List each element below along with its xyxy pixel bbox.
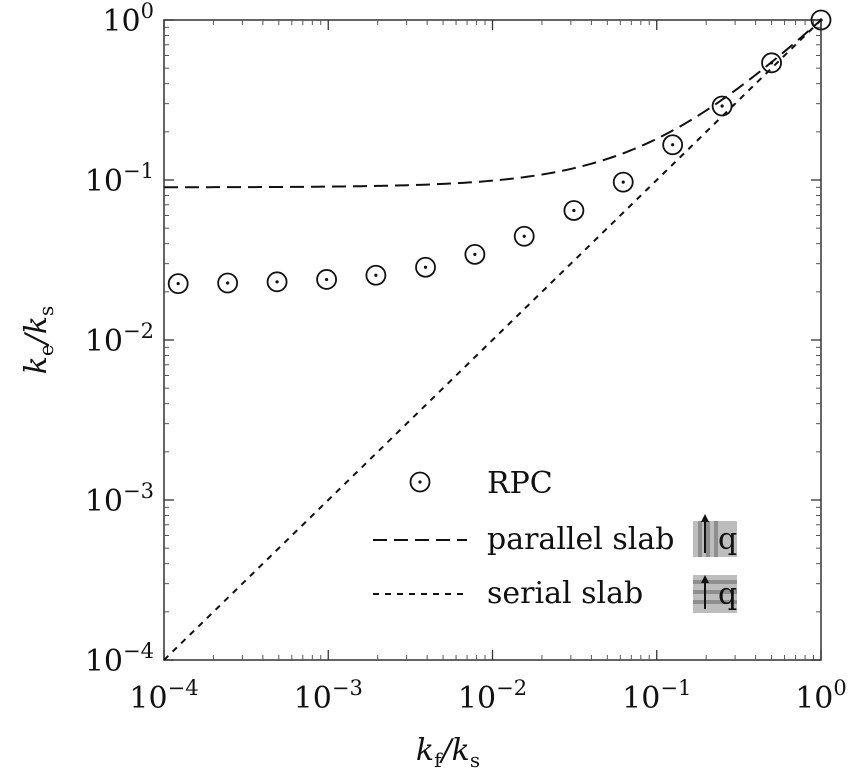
rpc-point-dot	[522, 234, 526, 238]
parallel-slab-line	[164, 19, 822, 189]
rpc-point	[810, 9, 832, 31]
x-axis-label-sep: /k	[439, 733, 470, 768]
y-axis-label-sub2: s	[34, 306, 58, 316]
rpc-point	[217, 272, 239, 294]
series-markers	[167, 9, 832, 295]
legend-parallel-label: parallel slab	[487, 522, 674, 557]
rpc-point-dot	[176, 282, 180, 286]
x-axis-label: kf/ks	[416, 733, 480, 772]
rpc-point-dot	[374, 273, 378, 277]
rpc-point-dot	[275, 280, 279, 284]
x-tick-label: 10−2	[458, 676, 527, 716]
y-tick-label: 10−3	[85, 479, 154, 519]
legend-rpc-marker	[409, 471, 431, 493]
rpc-point	[316, 269, 337, 290]
rpc-point	[415, 256, 436, 278]
rpc-point-dot	[819, 18, 823, 22]
vertical-stripes-heat-flux-icon: q	[693, 514, 737, 557]
rpc-point-dot	[572, 208, 576, 213]
rpc-point	[662, 134, 684, 156]
minor-ticks	[164, 20, 821, 660]
rpc-point	[563, 200, 585, 221]
legend-serial-label: serial slab	[487, 576, 643, 611]
horizontal-stripes-heat-flux-icon: q	[693, 575, 737, 613]
y-tick-label: 10−4	[85, 639, 154, 679]
legend-rpc-label: RPC	[487, 466, 553, 501]
x-tick-label: 10−1	[622, 676, 691, 716]
major-ticks	[163, 19, 822, 661]
y-tick-labels: 10−4 10−3 10−2 10−1 100	[85, 0, 154, 679]
rpc-point	[513, 225, 535, 247]
y-axis-label: ke/ks	[19, 306, 58, 375]
y-axis-label-sep: /k	[19, 316, 54, 347]
rpc-point-dot	[720, 104, 724, 108]
rpc-point-dot	[423, 265, 428, 269]
series-lines	[163, 19, 822, 661]
rpc-point-dot	[769, 61, 774, 65]
rpc-point-dot	[621, 180, 625, 184]
rpc-point-dot	[324, 277, 329, 282]
rpc-point	[266, 271, 288, 293]
x-tick-labels: 10−4 10−3 10−2 10−1 100	[129, 676, 846, 716]
legend-item-parallel: parallel slab q	[373, 514, 737, 557]
x-axis-label-sub2: s	[470, 748, 480, 772]
legend-rpc-marker-dot	[418, 480, 422, 484]
serial-slab-line	[163, 19, 822, 661]
rpc-point	[167, 273, 189, 295]
rpc-point-dot	[473, 252, 477, 256]
y-axis-label-sub: e	[34, 344, 58, 356]
rpc-point	[612, 171, 634, 193]
legend-item-serial: serial slab q	[373, 575, 737, 613]
flux-label-serial: q	[718, 577, 737, 612]
x-axis-label-sub: f	[434, 748, 443, 772]
legend-item-rpc: RPC	[409, 466, 553, 501]
flux-label-parallel: q	[718, 522, 737, 557]
rpc-point	[711, 95, 733, 117]
y-tick-label: 10−2	[85, 319, 154, 359]
x-tick-label: 10−3	[294, 676, 363, 716]
rpc-point	[761, 52, 782, 74]
y-axis-label-main: k	[19, 356, 54, 374]
y-tick-label: 10−1	[85, 159, 154, 199]
rpc-point	[464, 243, 486, 265]
rpc-point-dot	[226, 281, 230, 285]
y-tick-label: 100	[102, 0, 154, 39]
x-tick-label: 100	[795, 676, 847, 716]
legend: RPC parallel slab q serial slab	[373, 466, 737, 613]
rpc-point-dot	[671, 143, 675, 147]
x-tick-label: 10−4	[129, 676, 198, 716]
rpc-point	[365, 264, 387, 286]
x-axis-label-main: k	[416, 733, 434, 768]
